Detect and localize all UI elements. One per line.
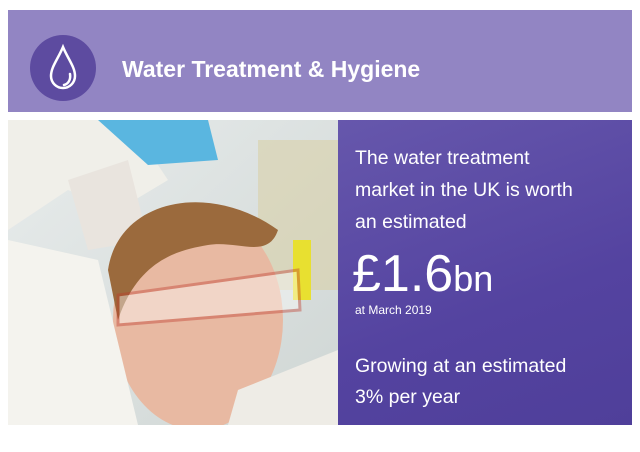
amount-block: £1.6bn — [352, 248, 493, 300]
page: Water Treatment & Hygiene The water trea… — [0, 0, 640, 452]
date-note: at March 2019 — [355, 303, 432, 317]
intro-line: The water treatment — [355, 147, 530, 170]
amount-unit: bn — [453, 258, 493, 299]
growth-line: Growing at an estimated — [355, 355, 566, 378]
intro-line: an estimated — [355, 211, 467, 234]
intro-line: market in the UK is worth — [355, 179, 573, 202]
header-title: Water Treatment & Hygiene — [122, 56, 420, 83]
growth-line: 3% per year — [355, 386, 460, 409]
amount: £1.6 — [352, 245, 453, 303]
water-icon — [28, 33, 100, 105]
photo — [8, 120, 338, 425]
